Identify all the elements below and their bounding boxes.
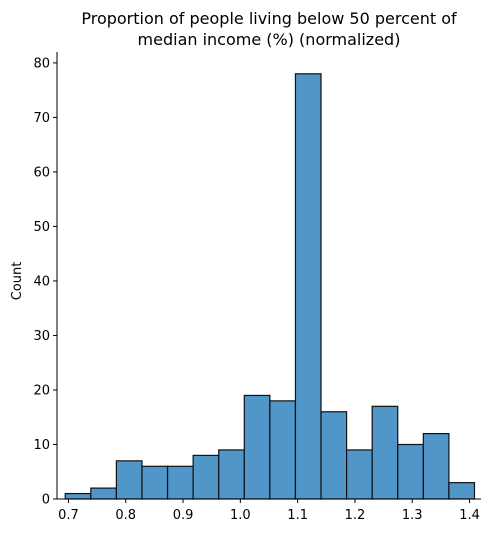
chart-title-line-2: median income (%) (normalized) xyxy=(138,30,401,49)
histogram-bar xyxy=(116,461,142,499)
histogram-bar xyxy=(65,494,91,499)
x-tick-label: 0.8 xyxy=(115,508,136,523)
y-axis-label: Count xyxy=(10,262,25,301)
y-tick-label: 0 xyxy=(42,493,50,508)
histogram-bar xyxy=(168,466,194,499)
y-tick-label: 70 xyxy=(33,111,50,126)
y-tick-label: 30 xyxy=(33,329,50,344)
histogram-bar xyxy=(372,406,398,499)
x-tick-label: 1.1 xyxy=(287,508,308,523)
histogram-bar xyxy=(347,450,373,499)
y-tick-label: 80 xyxy=(33,56,50,71)
histogram-bar xyxy=(142,466,168,499)
x-tick-label: 1.3 xyxy=(402,508,423,523)
y-tick-label: 50 xyxy=(33,220,50,235)
y-tick-label: 20 xyxy=(33,383,50,398)
x-tick-label: 1.0 xyxy=(230,508,251,523)
y-tick-label: 60 xyxy=(33,165,50,180)
histogram-bar xyxy=(244,395,270,499)
histogram-bar xyxy=(270,401,296,499)
histogram-bar xyxy=(449,483,475,499)
x-tick-label: 1.4 xyxy=(459,508,480,523)
y-tick-label: 40 xyxy=(33,274,50,289)
histogram-bar xyxy=(423,434,449,499)
histogram-bar xyxy=(398,444,424,499)
x-axis: 0.7 0.8 0.9 1.0 1.1 1.2 1.3 1.4 xyxy=(57,499,481,523)
chart-title-line-1: Proportion of people living below 50 per… xyxy=(81,9,457,28)
y-tick-label: 10 xyxy=(33,438,50,453)
histogram-bar xyxy=(193,455,219,499)
x-tick-label: 1.2 xyxy=(345,508,366,523)
histogram-bar xyxy=(219,450,245,499)
histogram-bar xyxy=(91,488,117,499)
histogram-bar xyxy=(321,412,347,499)
bars-group xyxy=(65,74,474,499)
y-axis: 0 10 20 30 40 50 60 70 80 xyxy=(33,52,57,508)
x-tick-label: 0.9 xyxy=(173,508,194,523)
histogram-bar xyxy=(295,74,321,499)
x-tick-label: 0.7 xyxy=(58,508,79,523)
